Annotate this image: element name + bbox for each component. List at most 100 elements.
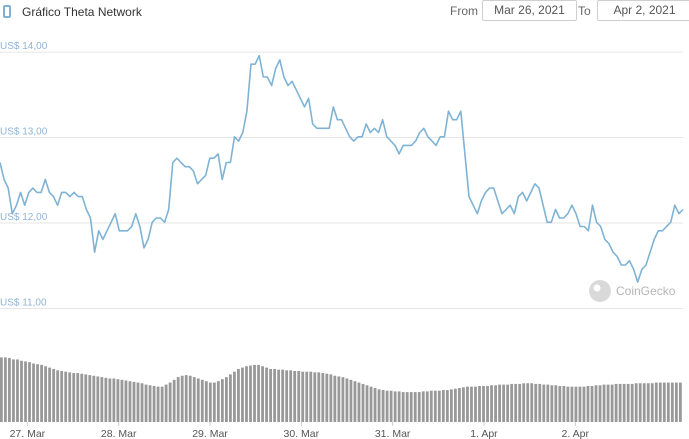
volume-bar	[100, 377, 104, 422]
volume-bar	[349, 379, 353, 422]
volume-bar	[542, 384, 546, 422]
volume-bar	[160, 386, 164, 422]
x-tick-label: 28. Mar	[101, 428, 137, 439]
volume-bar	[510, 383, 514, 422]
volume-bar	[638, 383, 642, 422]
volume-bar	[277, 369, 281, 422]
volume-bar	[530, 383, 534, 422]
volume-bar	[257, 364, 260, 422]
x-tick-label: 30. Mar	[284, 428, 320, 439]
volume-bar	[337, 376, 341, 422]
volume-bar	[12, 359, 15, 422]
volume-bar	[590, 385, 594, 422]
grid-lines	[0, 51, 683, 309]
volume-bar	[76, 373, 80, 422]
volume-bar	[64, 371, 68, 422]
volume-bar	[666, 382, 670, 422]
volume-bar	[610, 384, 614, 422]
volume-bar	[273, 368, 277, 422]
volume-bar	[313, 372, 317, 422]
volume-bar	[216, 381, 220, 422]
volume-bar	[381, 390, 385, 422]
volume-bar	[658, 382, 662, 422]
volume-bar	[405, 392, 409, 422]
chart-header: Gráfico Theta Network From Mar 26, 2021 …	[0, 0, 689, 26]
volume-bar	[72, 373, 76, 422]
volume-bar	[144, 384, 148, 422]
volume-bar	[441, 390, 445, 422]
volume-bar	[152, 385, 156, 422]
volume-bar	[233, 371, 236, 422]
volume-bar	[229, 374, 232, 422]
volume-bar	[128, 381, 132, 422]
volume-bar	[28, 362, 31, 422]
volume-bar	[80, 373, 84, 422]
volume-bar	[606, 384, 610, 422]
volume-bar	[8, 358, 11, 422]
x-tick-label: 27. Mar	[10, 428, 46, 439]
volume-bar	[237, 368, 240, 422]
volume-bar	[341, 377, 345, 422]
volume-bar	[124, 380, 128, 422]
volume-bar	[674, 382, 678, 422]
volume-bar	[570, 386, 574, 422]
volume-bar	[494, 385, 497, 422]
volume-bar	[429, 390, 433, 422]
volume-bar	[433, 390, 437, 422]
to-date-input[interactable]: Apr 2, 2021	[597, 0, 689, 21]
from-date-input[interactable]: Mar 26, 2021	[482, 0, 577, 21]
volume-bar	[437, 390, 441, 422]
volume-bar	[84, 374, 88, 422]
y-tick-label: US$ 12,00	[0, 212, 48, 223]
volume-bar	[421, 391, 425, 422]
volume-bar	[200, 379, 204, 422]
volume-bars	[0, 357, 682, 422]
volume-bar	[148, 385, 152, 422]
volume-bar	[470, 386, 473, 422]
volume-bar	[474, 386, 477, 422]
volume-bar	[630, 383, 634, 422]
x-tick-label: 31. Mar	[375, 428, 411, 439]
volume-bar	[670, 382, 674, 422]
y-axis-ticks: US$ 14,00 US$ 13,00 US$ 12,00 US$ 11,00	[0, 41, 48, 308]
volume-bar	[345, 378, 349, 422]
volume-bar	[566, 386, 570, 422]
volume-bar	[52, 368, 56, 422]
volume-bar	[56, 370, 60, 422]
volume-bar	[550, 385, 554, 422]
volume-bar	[96, 376, 100, 422]
volume-bar	[136, 382, 140, 422]
y-tick-label: US$ 11,00	[0, 297, 47, 308]
volume-bar	[462, 387, 465, 422]
volume-bar	[594, 385, 598, 422]
coingecko-watermark: CoinGecko	[589, 280, 676, 302]
volume-bar	[662, 382, 666, 422]
y-tick-label: US$ 14,00	[0, 41, 48, 52]
volume-bar	[92, 375, 96, 422]
volume-bar	[518, 383, 522, 422]
volume-bar	[546, 384, 550, 422]
theta-logo-icon	[3, 5, 11, 18]
volume-bar	[534, 383, 538, 422]
volume-bar	[357, 382, 361, 422]
volume-bar	[498, 384, 501, 422]
volume-bar	[578, 386, 582, 422]
x-tick-label: 29. Mar	[192, 428, 228, 439]
volume-bar	[196, 378, 200, 422]
volume-bar	[554, 385, 558, 422]
volume-bar	[68, 372, 72, 422]
volume-bar	[245, 366, 248, 422]
volume-bar	[108, 378, 112, 422]
volume-bar	[626, 383, 630, 422]
volume-bar	[618, 383, 622, 422]
x-axis-ticks: 27. Mar 28. Mar 29. Mar 30. Mar 31. Mar 1. Ap…	[10, 422, 590, 439]
volume-bar	[373, 388, 377, 422]
volume-bar	[48, 367, 52, 422]
volume-bar	[449, 389, 453, 422]
volume-bar	[168, 382, 172, 422]
x-tick-label: 2. Apr	[562, 428, 590, 439]
volume-bar	[538, 383, 542, 422]
volume-bar	[20, 360, 23, 422]
volume-bar	[44, 366, 47, 422]
